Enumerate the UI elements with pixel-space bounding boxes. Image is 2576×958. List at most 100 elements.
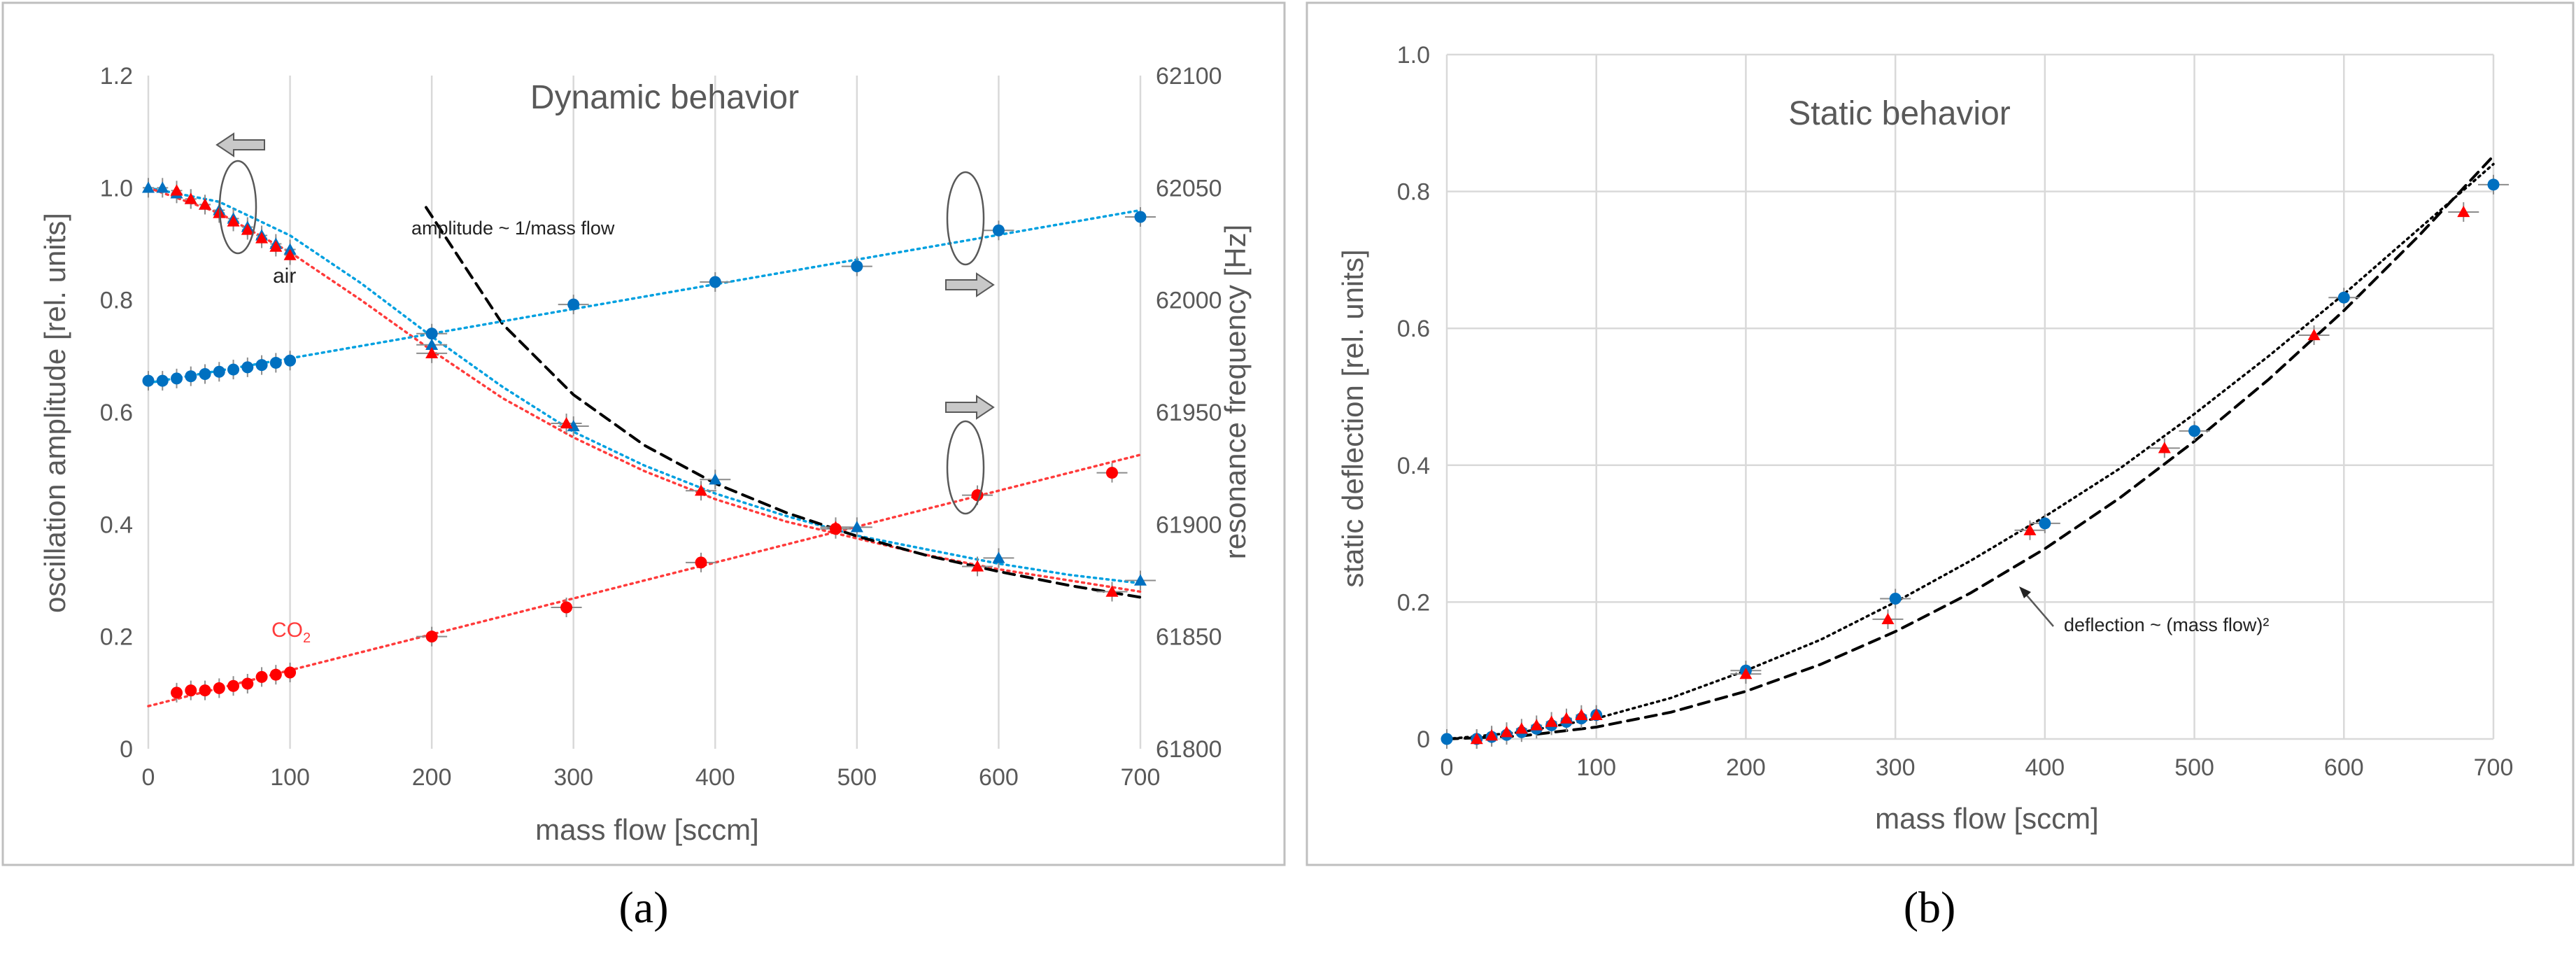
data-point-air xyxy=(992,551,1005,563)
panel-a-markers xyxy=(142,181,1147,699)
data-point-co2 xyxy=(1105,467,1118,479)
data-point-co2 xyxy=(2307,328,2321,341)
y-tick-label: 0.2 xyxy=(1397,589,1430,616)
data-point-air xyxy=(156,181,169,193)
y-tick-label: 1.2 xyxy=(100,63,133,90)
data-point-air xyxy=(241,361,254,374)
fit-line-fit xyxy=(1445,162,2495,740)
panel-label-b: (b) xyxy=(1904,882,1956,932)
x-tick-label: 100 xyxy=(1576,754,1616,781)
panel-b-x-axis-title: mass flow [sccm] xyxy=(1875,802,2099,835)
x-tick-label: 300 xyxy=(1876,754,1916,781)
data-point-co2 xyxy=(199,198,212,210)
y2-tick-label: 61850 xyxy=(1156,624,1222,651)
label-co2-text: CO xyxy=(271,619,303,642)
data-point-co2 xyxy=(1739,668,1753,679)
data-point-air xyxy=(255,359,268,372)
data-point-co2 xyxy=(1575,708,1588,720)
data-point-co2 xyxy=(269,668,282,681)
ellipse-co2-frequency-group xyxy=(946,420,985,515)
label-power-law-a: amplitude ~ 1/mass flow xyxy=(411,218,615,239)
panel-b-fit-lines xyxy=(1445,154,2495,740)
data-point-co2 xyxy=(1105,585,1119,597)
y-tick-label: 0 xyxy=(1417,726,1430,753)
panel-b-title: Static behavior xyxy=(1788,95,2011,132)
data-point-co2 xyxy=(695,556,707,569)
panel-b-y-tick-labels: 0 0.2 0.4 0.6 0.8 1.0 xyxy=(1397,42,1430,753)
panel-a: 0 100 200 300 400 500 600 700 0 0.2 0.4 0.6 0.8 1.0 1… xyxy=(1,1,1286,866)
data-point-co2 xyxy=(971,560,984,572)
data-point-co2 xyxy=(425,631,438,643)
data-point-air xyxy=(2337,291,2350,304)
data-point-air xyxy=(992,224,1005,237)
x-tick-label: 200 xyxy=(412,764,452,791)
data-point-co2 xyxy=(170,184,183,196)
data-point-co2 xyxy=(227,679,240,692)
data-point-co2 xyxy=(1470,733,1483,745)
data-point-air xyxy=(171,372,183,385)
data-point-co2 xyxy=(241,223,254,235)
data-point-air xyxy=(2039,517,2051,530)
x-tick-label: 500 xyxy=(2174,754,2214,781)
data-point-co2 xyxy=(2158,442,2171,453)
data-point-co2 xyxy=(1881,612,1895,625)
data-point-air xyxy=(269,356,282,369)
data-point-air xyxy=(851,260,863,273)
data-point-air xyxy=(1134,574,1147,586)
panel-a-y2-tick-labels: 61800 61850 61900 61950 62000 62050 62100 xyxy=(1156,63,1222,763)
data-point-air xyxy=(199,367,211,380)
panel-a-x-axis-title: mass flow [sccm] xyxy=(535,813,759,846)
data-point-air xyxy=(185,370,197,383)
data-point-co2 xyxy=(184,192,197,204)
data-point-air xyxy=(156,374,169,387)
data-point-co2 xyxy=(241,677,254,690)
panel-b-frame xyxy=(1305,1,2575,866)
data-point-co2 xyxy=(2457,205,2470,218)
data-point-air xyxy=(425,327,438,340)
panel-a-y-axis-title: oscillation amplitude [rel. units] xyxy=(38,213,71,613)
data-point-co2 xyxy=(829,523,842,535)
y-tick-label: 1.0 xyxy=(1397,42,1430,69)
panel-a-x-tick-labels: 0 100 200 300 400 500 600 700 xyxy=(142,764,1161,791)
arrow-left-axis-indicator xyxy=(215,132,265,157)
callout-arrow-b xyxy=(2019,586,2054,627)
data-point-air xyxy=(142,181,155,193)
data-point-co2 xyxy=(213,682,225,694)
y-tick-label: 0.6 xyxy=(1397,316,1430,342)
panel-label-a: (a) xyxy=(618,882,668,932)
data-point-co2 xyxy=(1545,715,1558,727)
x-tick-label: 700 xyxy=(1121,764,1161,791)
data-point-co2 xyxy=(1515,722,1528,734)
data-point-co2 xyxy=(255,232,269,244)
label-power-law-b: deflection ~ (mass flow)² xyxy=(2064,614,2269,635)
y2-tick-label: 61800 xyxy=(1156,736,1222,763)
data-point-co2 xyxy=(284,666,297,679)
data-point-co2 xyxy=(255,670,268,683)
fit-line-power xyxy=(425,206,1142,599)
data-point-air xyxy=(2487,178,2500,191)
data-point-co2 xyxy=(1500,726,1513,738)
panel-a-y2-axis-title: resonance frequency [Hz] xyxy=(1219,225,1252,560)
data-point-air xyxy=(709,276,721,288)
ellipse-air-frequency-group xyxy=(946,171,985,266)
data-point-co2 xyxy=(560,417,573,429)
y-tick-label: 0.2 xyxy=(100,624,133,651)
ellipse-amplitude-group xyxy=(218,160,257,255)
x-tick-label: 400 xyxy=(2025,754,2065,781)
x-tick-label: 300 xyxy=(553,764,593,791)
panel-a-title: Dynamic behavior xyxy=(530,79,799,116)
data-point-air xyxy=(567,298,580,311)
y2-tick-label: 62100 xyxy=(1156,63,1222,90)
y-tick-label: 0.8 xyxy=(100,288,133,314)
label-air: air xyxy=(273,265,296,288)
x-tick-label: 700 xyxy=(2474,754,2514,781)
data-point-co2 xyxy=(1590,708,1603,720)
data-point-co2 xyxy=(2023,523,2037,535)
data-point-co2 xyxy=(199,684,211,697)
y2-tick-label: 61900 xyxy=(1156,512,1222,538)
data-point-co2 xyxy=(171,686,183,699)
data-point-co2 xyxy=(185,684,197,697)
data-point-co2 xyxy=(227,215,240,227)
x-tick-label: 100 xyxy=(270,764,310,791)
y2-tick-label: 62000 xyxy=(1156,288,1222,314)
